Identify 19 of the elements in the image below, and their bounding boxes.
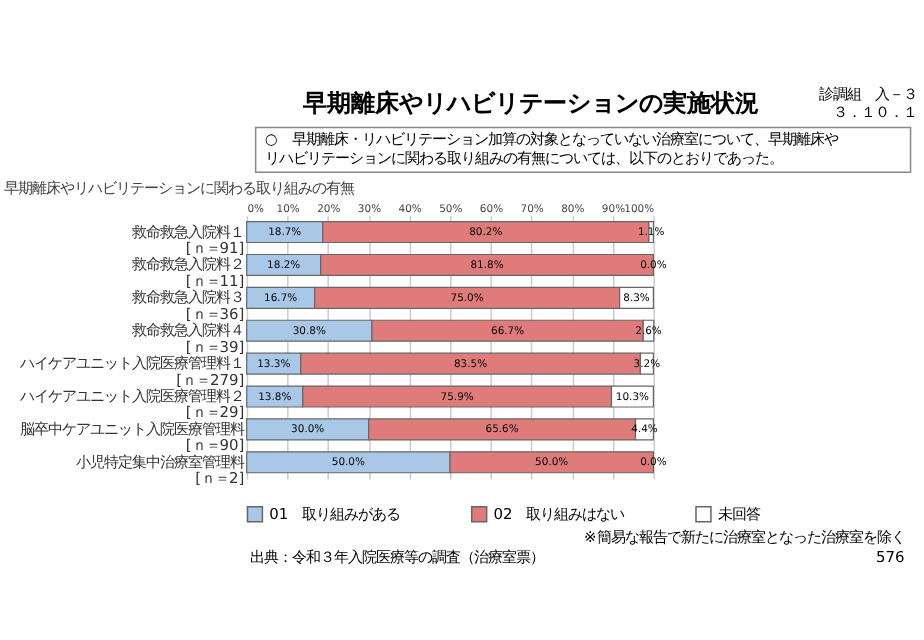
- text: 576: [876, 548, 906, 567]
- y-tick-label: 救命救急入院料２[ｎ＝11]: [130, 255, 245, 290]
- y-tick-label: 小児特定集中治療室管理料[ｎ＝2]: [76, 452, 245, 488]
- legend-label: 01 取り組みがある: [269, 504, 401, 523]
- source-note: 出典：令和３年入院医療等の調査（治療室票）: [249, 548, 544, 567]
- y-tick-label: 救命救急入院料４[ｎ＝39]: [130, 321, 245, 356]
- text: 診調組 入－３: [818, 84, 917, 103]
- y-tick-label: 救命救急入院料１[ｎ＝91]: [130, 222, 245, 257]
- legend-label: 02 取り組みはない: [493, 504, 625, 523]
- chart-subtitle: ○ 早期離床・リハビリテーション加算の対象となっていない治療室について、早期離床やリハビリテーションに関わる取り組みの有無については、以下のとおりであった。: [264, 129, 838, 168]
- legend-label: 未回答: [717, 504, 760, 523]
- chart-title: 早期離床やリハビリテーションの実施状況: [300, 88, 759, 117]
- text: 早期離床やリハビリテーションに関わる取り組みの有無: [4, 179, 355, 198]
- text: ※簡易な報告で新たに治療室となった治療室を除く: [584, 527, 905, 546]
- y-tick-label: ハイケアユニット入院医療管理料１[ｎ＝279]: [18, 354, 245, 389]
- y-tick-label: ハイケアユニット入院医療管理料２[ｎ＝29]: [18, 387, 245, 422]
- text: ３．１０．１: [832, 102, 917, 121]
- y-tick-label: 脳卒中ケアユニット入院医療管理料[ｎ＝90]: [20, 419, 245, 455]
- y-tick-label: 救命救急入院料３[ｎ＝36]: [130, 288, 245, 323]
